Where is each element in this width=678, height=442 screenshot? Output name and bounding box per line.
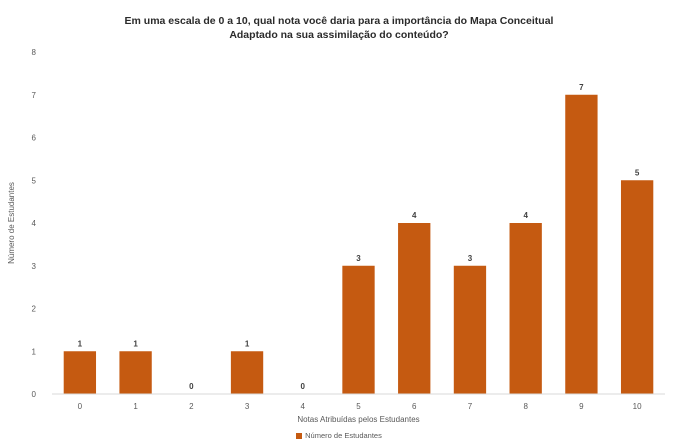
data-label: 0 [301,382,306,391]
bar [342,265,375,394]
bar [230,351,264,394]
legend: Número de Estudantes [0,431,678,440]
y-tick-label: 5 [32,176,37,185]
y-tick-label: 3 [32,262,37,271]
bar [509,223,542,394]
data-label: 1 [78,339,83,348]
bar [119,351,152,394]
y-tick-label: 1 [32,347,37,356]
y-axis-label: Número de Estudantes [7,182,16,264]
bar [565,94,598,394]
data-label: 1 [245,339,250,348]
legend-label: Número de Estudantes [305,431,382,440]
bar [453,265,487,394]
x-tick-label: 0 [78,402,83,411]
y-tick-label: 8 [32,48,37,57]
data-label: 0 [189,382,194,391]
bar [620,180,654,394]
bar [398,223,431,394]
chart-title-line-1: Em uma escala de 0 a 10, qual nota você … [124,15,554,27]
data-label: 7 [579,83,584,92]
data-label: 3 [468,254,473,263]
x-tick-label: 7 [468,402,473,411]
x-tick-label: 10 [633,402,642,411]
legend-swatch [296,433,303,440]
data-label: 4 [523,211,528,220]
x-tick-label: 3 [245,402,250,411]
y-tick-label: 7 [32,91,37,100]
x-tick-label: 8 [523,402,528,411]
y-tick-label: 2 [32,305,37,314]
y-tick-label: 6 [32,134,37,143]
x-tick-label: 4 [301,402,306,411]
bar [63,351,97,394]
x-tick-label: 5 [356,402,361,411]
y-tick-label: 4 [32,219,37,228]
x-tick-label: 9 [579,402,584,411]
chart-title-line-2: Adaptado na sua assimilação do conteúdo? [229,29,449,41]
y-tick-label: 0 [32,390,37,399]
x-tick-label: 2 [189,402,194,411]
data-label: 4 [412,211,417,220]
data-label: 5 [635,168,640,177]
x-axis-label: Notas Atribuídas pelos Estudantes [297,415,419,424]
data-label: 1 [133,339,138,348]
x-tick-label: 6 [412,402,417,411]
data-label: 3 [356,254,361,263]
x-tick-label: 1 [133,402,138,411]
